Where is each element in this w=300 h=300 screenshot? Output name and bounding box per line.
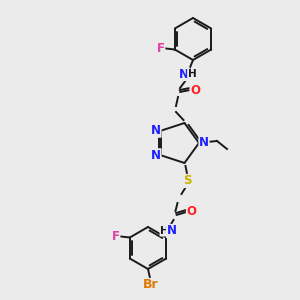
Text: Br: Br xyxy=(143,278,159,292)
Text: H: H xyxy=(160,226,169,236)
Text: N: N xyxy=(199,136,209,149)
Text: N: N xyxy=(179,68,189,80)
Text: N: N xyxy=(151,124,161,137)
Text: H: H xyxy=(188,69,196,79)
Text: F: F xyxy=(112,230,120,243)
Text: O: O xyxy=(190,83,200,97)
Text: N: N xyxy=(151,149,161,162)
Text: O: O xyxy=(187,206,196,218)
Text: S: S xyxy=(183,175,192,188)
Text: F: F xyxy=(157,42,165,55)
Text: N: N xyxy=(167,224,176,238)
